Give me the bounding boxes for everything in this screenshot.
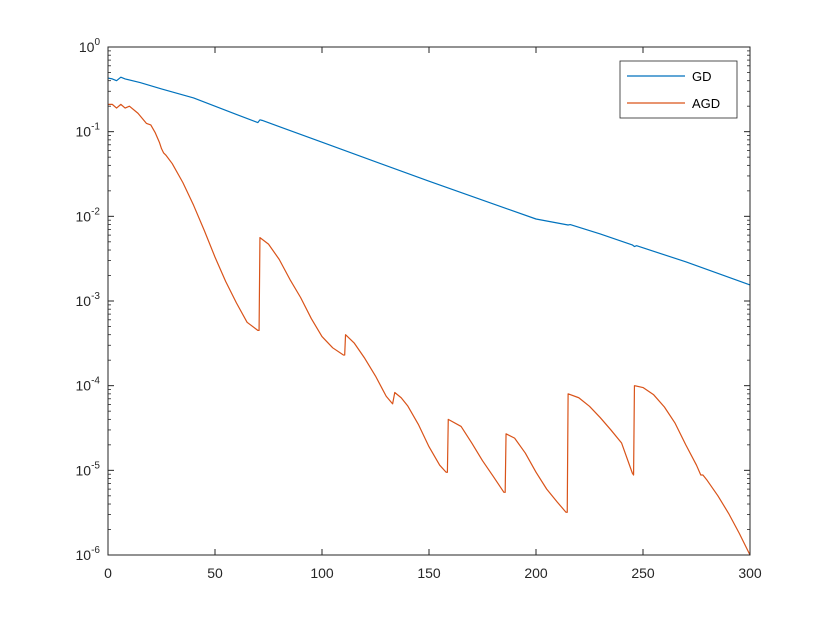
x-tick-label: 150 bbox=[417, 565, 441, 581]
series-line-agd bbox=[108, 103, 751, 556]
y-tick-exponent: -5 bbox=[91, 460, 100, 471]
y-tick-base: 10 bbox=[76, 293, 92, 309]
y-tick-base: 10 bbox=[76, 547, 92, 563]
y-tick-label: 100 bbox=[79, 37, 101, 55]
legend-box bbox=[619, 60, 738, 119]
y-tick-exponent: -6 bbox=[91, 545, 100, 556]
y-tick-exponent: 0 bbox=[94, 37, 100, 48]
y-tick-exponent: -2 bbox=[91, 206, 100, 217]
x-tick-label: 50 bbox=[207, 565, 223, 581]
x-tick-label: 300 bbox=[738, 565, 762, 581]
y-tick-base: 10 bbox=[76, 378, 92, 394]
x-tick-label: 200 bbox=[524, 565, 548, 581]
x-tick-label: 0 bbox=[104, 565, 112, 581]
y-tick-label: 10-4 bbox=[76, 376, 101, 394]
y-tick-label: 10-6 bbox=[76, 545, 101, 563]
y-tick-base: 10 bbox=[76, 208, 92, 224]
y-tick-base: 10 bbox=[76, 124, 92, 140]
y-tick-exponent: -3 bbox=[91, 291, 100, 302]
axis-ticks: 0 50 100 150 200 250 30010-610-510-410-310-210… bbox=[76, 37, 762, 581]
y-tick-label: 10-1 bbox=[76, 122, 101, 140]
y-tick-label: 10-2 bbox=[76, 206, 101, 224]
plot-background bbox=[108, 47, 750, 555]
legend-label-gd: GD bbox=[692, 69, 712, 84]
y-tick-exponent: -4 bbox=[91, 376, 100, 387]
y-tick-label: 10-5 bbox=[76, 460, 101, 478]
series-layer bbox=[107, 76, 751, 556]
y-tick-base: 10 bbox=[76, 462, 92, 478]
legend-label-agd: AGD bbox=[692, 96, 720, 111]
legend: GD AGD bbox=[619, 60, 738, 119]
y-tick-label: 10-3 bbox=[76, 291, 101, 309]
x-tick-label: 100 bbox=[310, 565, 334, 581]
y-tick-base: 10 bbox=[79, 39, 95, 55]
series-line-gd bbox=[107, 76, 751, 286]
x-tick-label: 250 bbox=[631, 565, 655, 581]
y-tick-exponent: -1 bbox=[91, 122, 100, 133]
